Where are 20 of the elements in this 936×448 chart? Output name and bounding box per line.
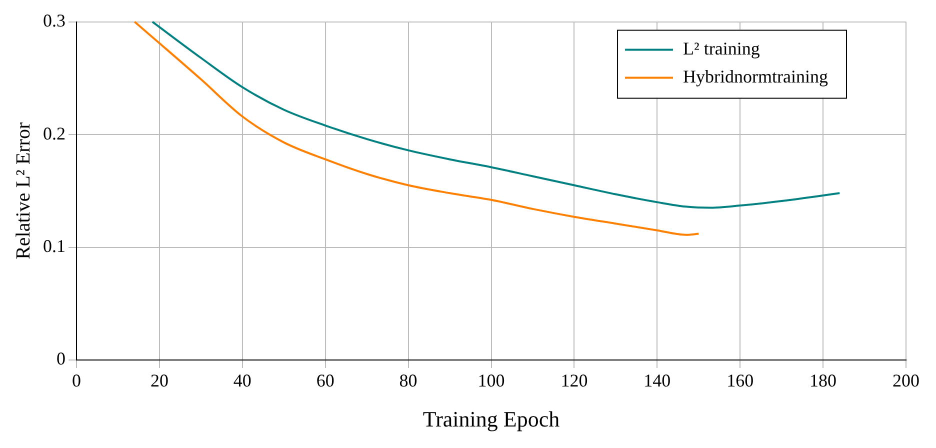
y-axis-title: Relative L² Error: [12, 122, 34, 260]
x-tick-label: 180: [810, 370, 837, 391]
y-tick-label: 0.3: [43, 10, 66, 31]
line-series: [151, 20, 841, 209]
legend-label: Hybridnormtraining: [683, 66, 828, 87]
y-tick-label: 0.1: [43, 236, 66, 256]
x-tick-label: 0: [72, 370, 81, 391]
x-tick-label: 200: [892, 370, 920, 391]
x-tick-label: 80: [399, 370, 418, 391]
x-axis-title: Training Epoch: [422, 406, 560, 432]
x-tick-label: 40: [233, 370, 252, 391]
y-tick-label: 0.2: [43, 123, 66, 144]
x-tick-label: 60: [316, 370, 334, 391]
x-tick-label: 120: [560, 370, 588, 391]
legend-label: L² training: [683, 38, 760, 59]
x-tick-label: 140: [644, 370, 671, 391]
x-tick-label: 100: [478, 370, 505, 391]
x-tick-label: 20: [150, 370, 168, 391]
x-tick-label: 160: [726, 370, 754, 391]
y-tick-label: 0: [56, 348, 66, 369]
